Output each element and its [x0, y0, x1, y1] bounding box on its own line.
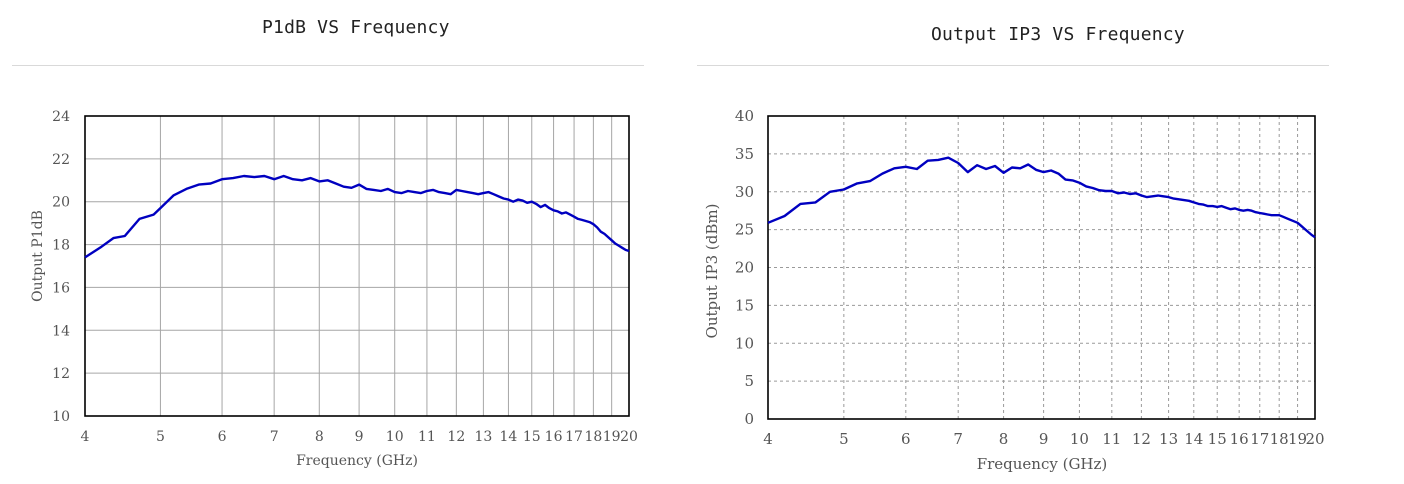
x-tick-label: 16 [545, 429, 563, 445]
x-tick-label: 6 [901, 430, 911, 448]
y-tick-label: 18 [52, 238, 70, 254]
x-tick-label: 9 [1039, 430, 1049, 448]
x-tick-label: 13 [474, 429, 492, 445]
y-tick-label: 20 [735, 259, 754, 277]
y-tick-label: 10 [735, 334, 754, 352]
y-tick-label: 20 [52, 195, 70, 211]
x-tick-label: 20 [620, 429, 638, 445]
title-divider [12, 65, 644, 66]
chart-title: Output IP3 VS Frequency [931, 24, 1185, 45]
y-tick-label: 10 [52, 409, 70, 425]
x-tick-label: 20 [1305, 430, 1324, 448]
x-tick-label: 4 [763, 430, 773, 448]
x-tick-label: 5 [839, 430, 849, 448]
x-tick-label: 15 [1208, 430, 1227, 448]
x-tick-label: 11 [418, 429, 436, 445]
plot-area-border [84, 115, 630, 417]
y-tick-label: 14 [52, 323, 70, 339]
x-tick-label: 11 [1102, 430, 1121, 448]
y-axis-label: Output IP3 (dBm) [703, 204, 721, 339]
x-axis-label: Frequency (GHz) [977, 455, 1108, 473]
y-tick-label: 5 [744, 372, 754, 390]
y-tick-label: 30 [735, 183, 754, 201]
y-tick-label: 35 [735, 145, 754, 163]
x-tick-label: 6 [218, 429, 227, 445]
x-tick-label: 4 [81, 429, 90, 445]
x-tick-label: 14 [1184, 430, 1203, 448]
x-tick-label: 18 [1270, 430, 1289, 448]
x-tick-label: 10 [386, 429, 404, 445]
y-tick-label: 15 [735, 296, 754, 314]
p1db-chart: 4 5 6 7 8 9 10 11 12 13 14 15 16 17 18 19 20101214161820… [30, 109, 638, 469]
x-tick-label: 14 [500, 429, 518, 445]
y-tick-label: 25 [735, 221, 754, 239]
x-tick-label: 7 [270, 429, 279, 445]
x-tick-label: 18 [584, 429, 602, 445]
x-tick-label: 15 [523, 429, 541, 445]
x-tick-label: 9 [355, 429, 364, 445]
x-tick-label: 12 [447, 429, 465, 445]
y-tick-label: 24 [52, 109, 70, 125]
x-tick-label: 8 [315, 429, 324, 445]
x-tick-label: 19 [603, 429, 621, 445]
y-tick-label: 22 [52, 152, 70, 168]
x-tick-label: 17 [1250, 430, 1269, 448]
x-tick-label: 13 [1159, 430, 1178, 448]
x-tick-label: 12 [1132, 430, 1151, 448]
y-tick-label: 16 [52, 280, 70, 296]
y-tick-label: 40 [735, 107, 754, 125]
x-tick-label: 19 [1288, 430, 1307, 448]
x-tick-label: 7 [953, 430, 963, 448]
plot-area-border [767, 115, 1316, 420]
series-line [84, 174, 630, 259]
x-tick-label: 16 [1230, 430, 1249, 448]
chart-title: P1dB VS Frequency [262, 17, 450, 38]
x-tick-label: 5 [156, 429, 165, 445]
x-tick-label: 10 [1070, 430, 1089, 448]
y-tick-label: 12 [52, 366, 70, 382]
x-tick-label: 8 [999, 430, 1009, 448]
y-axis-label: Output P1dB [30, 210, 46, 302]
x-axis-label: Frequency (GHz) [296, 453, 418, 469]
title-divider [697, 65, 1329, 66]
y-tick-label: 0 [744, 410, 754, 428]
series-line [767, 156, 1316, 239]
x-tick-label: 17 [565, 429, 583, 445]
